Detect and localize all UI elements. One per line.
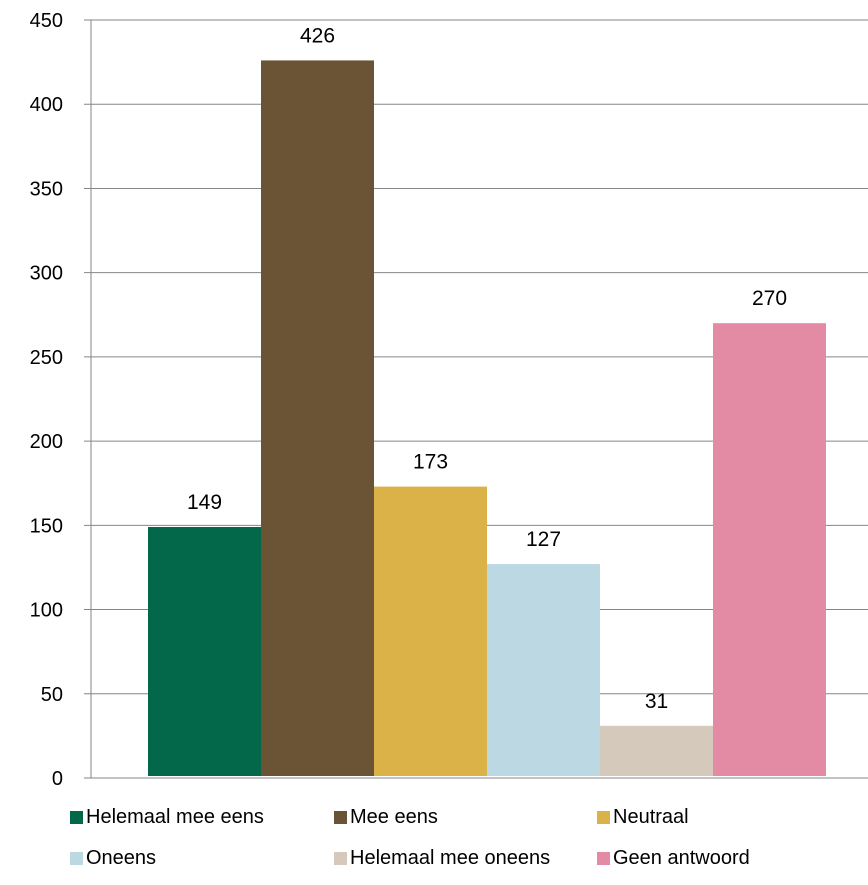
legend-swatch <box>597 852 610 865</box>
data-label: 426 <box>300 24 335 47</box>
legend-label: Oneens <box>86 847 157 869</box>
legend-swatch <box>597 811 610 824</box>
legend-swatch <box>334 852 347 865</box>
legend-item: Geen antwoord <box>597 847 750 870</box>
bars <box>148 60 826 777</box>
y-tick-label: 250 <box>30 347 63 369</box>
bar-1 <box>148 527 261 776</box>
legend-item: Neutraal <box>597 806 689 829</box>
legend-swatch <box>70 811 83 824</box>
bar-2 <box>261 60 374 777</box>
bar-6 <box>713 323 826 776</box>
data-label: 270 <box>752 287 787 310</box>
y-axis-ticks: 0 50 100 150 200 250 300 350 400 450 <box>30 10 63 790</box>
data-label: 31 <box>645 690 668 713</box>
y-tick-label: 50 <box>41 684 63 706</box>
data-labels: 149 426 173 127 31 270 <box>187 24 787 712</box>
legend-label: Geen antwoord <box>613 847 750 869</box>
y-tick-label: 100 <box>30 600 63 622</box>
y-tick-label: 300 <box>30 263 63 285</box>
y-tick-label: 0 <box>52 768 63 790</box>
data-label: 173 <box>413 451 448 474</box>
legend-label: Helemaal mee eens <box>86 806 264 828</box>
legend-item: Helemaal mee oneens <box>334 847 550 870</box>
bar-3 <box>374 486 487 776</box>
legend-item: Mee eens <box>334 806 438 829</box>
y-tick-label: 350 <box>30 178 63 200</box>
legend-swatch <box>70 852 83 865</box>
bar-5 <box>600 725 713 776</box>
y-tick-label: 200 <box>30 431 63 453</box>
legend-label: Neutraal <box>613 806 689 828</box>
legend-swatch <box>334 811 347 824</box>
legend-item: Oneens <box>70 847 156 870</box>
y-tick-label: 150 <box>30 515 63 537</box>
data-label: 149 <box>187 491 222 514</box>
bar-4 <box>487 564 600 776</box>
y-tick-label: 450 <box>30 10 63 32</box>
legend-item: Helemaal mee eens <box>70 806 264 829</box>
data-label: 127 <box>526 528 561 551</box>
y-tick-label: 400 <box>30 94 63 116</box>
legend-label: Helemaal mee oneens <box>350 847 551 869</box>
legend-label: Mee eens <box>350 806 438 828</box>
